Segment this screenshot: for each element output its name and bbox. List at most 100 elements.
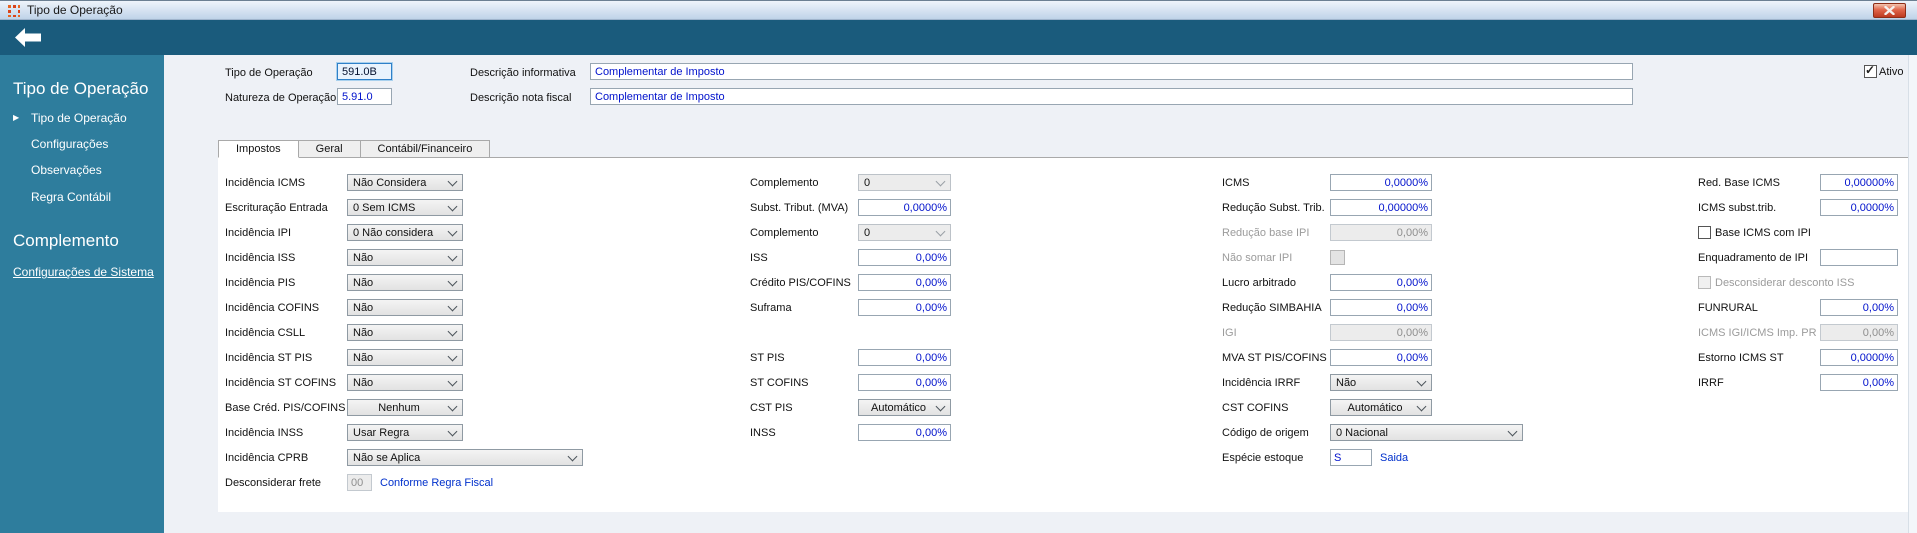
field-row-incidencia-st-cofins: Incidência ST COFINS Não [225, 370, 583, 395]
field-row-credito-pis-cofins: Crédito PIS/COFINS 0,00% [750, 270, 951, 295]
label-inss: INSS [750, 426, 776, 439]
incidencia-iss-select[interactable]: Não [347, 249, 463, 266]
credito-pis-cofins-input[interactable]: 0,00% [858, 274, 951, 291]
desconsiderar-desconto-iss-checkbox [1698, 276, 1711, 289]
incidencia-ipi-select[interactable]: 0 Não considera [347, 224, 463, 241]
icms-input[interactable]: 0,0000% [1330, 174, 1432, 191]
irrf-input[interactable]: 0,00% [1820, 374, 1898, 391]
incidencia-icms-select[interactable]: Não Considera [347, 174, 463, 191]
field-row-irrf: IRRF 0,00% [1698, 370, 1898, 395]
field-row-incidencia-iss: Incidência ISS Não [225, 245, 583, 270]
base-icms-com-ipi-checkbox[interactable] [1698, 226, 1711, 239]
incidencia-pis-select[interactable]: Não [347, 274, 463, 291]
suframa-input[interactable]: 0,00% [858, 299, 951, 316]
incidencia-st-pis-select[interactable]: Não [347, 349, 463, 366]
tipo-de-operacao-input[interactable]: 591.0B [337, 63, 392, 80]
sidebar-item-tipo-de-operacao[interactable]: ▶ Tipo de Operação [13, 111, 127, 125]
select-value: Automático [1347, 401, 1403, 414]
window-titlebar: Tipo de Operação [0, 0, 1917, 20]
iss-input[interactable]: 0,00% [858, 249, 951, 266]
descricao-informativa-input[interactable]: Complementar de Imposto [590, 63, 1633, 80]
tab-contabil-financeiro[interactable]: Contábil/Financeiro [360, 140, 491, 158]
especie-estoque-input[interactable]: S [1330, 449, 1372, 466]
label-mva-st-pis-cofins: MVA ST PIS/COFINS [1222, 351, 1327, 364]
reducao-simbahia-input[interactable]: 0,00% [1330, 299, 1432, 316]
chevron-down-icon [447, 426, 458, 436]
base-cred-pis-cofins-select[interactable]: Nenhum [347, 399, 463, 416]
escrituracao-entrada-select[interactable]: 0 Sem ICMS [347, 199, 463, 216]
tab-strip: Impostos Geral Contábil/Financeiro [218, 140, 491, 158]
natureza-de-operacao-input[interactable]: 5.91.0 [337, 88, 392, 105]
select-value: 0 Não considera [353, 226, 434, 239]
sidebar-item-observacoes[interactable]: Observações [31, 163, 102, 177]
sidebar: Tipo de Operação ▶ Tipo de Operação Config… [0, 55, 164, 533]
enquadramento-de-ipi-input[interactable] [1820, 249, 1898, 266]
input-value: 0,00000% [1378, 201, 1428, 214]
incidencia-irrf-select[interactable]: Não [1330, 374, 1432, 391]
red-base-icms-input[interactable]: 0,00000% [1820, 174, 1898, 191]
select-value: Não [353, 351, 374, 364]
st-pis-input[interactable]: 0,00% [858, 349, 951, 366]
chevron-down-icon [447, 376, 458, 386]
ativo-checkbox[interactable] [1864, 63, 1877, 78]
label-incidencia-ipi: Incidência IPI [225, 226, 292, 239]
st-cofins-input[interactable]: 0,00% [858, 374, 951, 391]
label-st-pis: ST PIS [750, 351, 785, 364]
field-row-st-cofins: ST COFINS 0,00% [750, 370, 951, 395]
incidencia-st-cofins-select[interactable]: Não [347, 374, 463, 391]
field-row-incidencia-cprb: Incidência CPRB Não se Aplica [225, 445, 583, 470]
field-row-escrituracao-entrada: Escrituração Entrada 0 Sem ICMS [225, 195, 583, 220]
select-value: Usar Regra [353, 426, 410, 439]
label-tipo-de-operacao: Tipo de Operação [225, 67, 313, 79]
field-row-incidencia-pis: Incidência PIS Não [225, 270, 583, 295]
lucro-arbitrado-input[interactable]: 0,00% [1330, 274, 1432, 291]
inss-input[interactable]: 0,00% [858, 424, 951, 441]
sidebar-section2-title: Complemento [13, 231, 119, 250]
chevron-down-icon [447, 176, 458, 186]
sidebar-item-label: Tipo de Operação [31, 111, 127, 125]
estorno-icms-st-input[interactable]: 0,0000% [1820, 349, 1898, 366]
field-row-reducao-simbahia: Redução SIMBAHIA 0,00% [1222, 295, 1523, 320]
descricao-nota-fiscal-input[interactable]: Complementar de Imposto [590, 88, 1633, 105]
sidebar-item-regra-contabil[interactable]: Regra Contábil [31, 190, 111, 204]
selected-item-arrow-icon: ▶ [13, 113, 20, 122]
label-cst-pis: CST PIS [750, 401, 793, 414]
label-incidencia-icms: Incidência ICMS [225, 176, 306, 189]
sidebar-link-configuracoes-de-sistema[interactable]: Configurações de Sistema [13, 265, 154, 279]
cst-cofins-select[interactable]: Automático [1330, 399, 1432, 416]
cst-pis-select[interactable]: Automático [858, 399, 951, 416]
mva-st-pis-cofins-input[interactable]: 0,00% [1330, 349, 1432, 366]
label-icms-subst-trib: ICMS subst.trib. [1698, 201, 1777, 214]
chevron-down-icon [447, 326, 458, 336]
back-button[interactable] [15, 28, 41, 47]
codigo-de-origem-select[interactable]: 0 Nacional [1330, 424, 1523, 441]
incidencia-cofins-select[interactable]: Não [347, 299, 463, 316]
sidebar-item-configuracoes[interactable]: Configurações [31, 137, 108, 151]
close-button[interactable] [1873, 3, 1906, 18]
subst-tribut-mva-input[interactable]: 0,0000% [858, 199, 951, 216]
field-row-incidencia-ipi: Incidência IPI 0 Não considera [225, 220, 583, 245]
input-value: 0,00% [915, 426, 947, 439]
tab-geral[interactable]: Geral [298, 140, 361, 158]
incidencia-cprb-select[interactable]: Não se Aplica [347, 449, 583, 466]
tab-impostos[interactable]: Impostos [218, 140, 299, 158]
field-row-nao-somar-ipi: Não somar IPI [1222, 245, 1523, 270]
funrural-input[interactable]: 0,00% [1820, 299, 1898, 316]
input-value: 0,00% [1862, 301, 1894, 314]
incidencia-inss-select[interactable]: Usar Regra [347, 424, 463, 441]
nao-somar-ipi-disabled-checkbox [1330, 250, 1345, 265]
label-desconsiderar-desconto-iss: Desconsiderar desconto ISS [1715, 276, 1855, 289]
app-icon [7, 4, 21, 18]
form-column-3: ICMS 0,0000% Redução Subst. Trib. 0,00000% R… [1222, 170, 1523, 470]
field-row-icms-igi-icms-imp-pr: ICMS IGI/ICMS Imp. PR 0,00% [1698, 320, 1898, 345]
icms-subst-trib-input[interactable]: 0,0000% [1820, 199, 1898, 216]
conforme-regra-fiscal-link[interactable]: Conforme Regra Fiscal [380, 476, 494, 489]
chevron-down-icon [447, 276, 458, 286]
label-complemento: Complemento [750, 226, 819, 239]
input-value: S [1334, 451, 1342, 464]
incidencia-csll-select[interactable]: Não [347, 324, 463, 341]
label-complemento: Complemento [750, 176, 819, 189]
input-value: 0,0000% [1850, 201, 1894, 214]
main-area: Tipo de Operação 591.0B Descrição inform… [164, 55, 1917, 533]
reducao-subst-trib-input[interactable]: 0,00000% [1330, 199, 1432, 216]
